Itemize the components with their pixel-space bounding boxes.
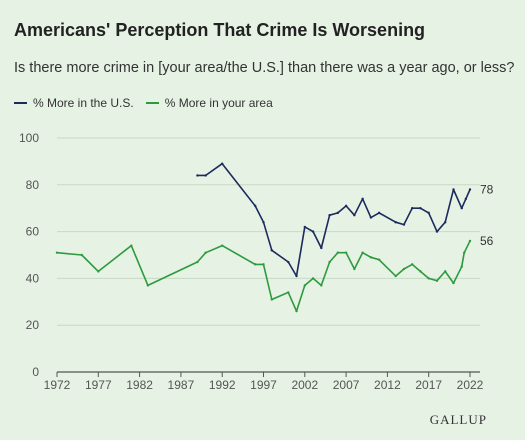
gallup-logo: GALLUP [429,412,487,427]
data-point-1 [452,281,455,285]
data-point-0 [369,216,373,219]
data-point-1 [377,258,381,261]
data-point-1 [353,267,356,271]
label-layer: 0 20 40 60 80 100 1972 1977 1982 1987 1992 1997 2002… [19,131,494,392]
data-point-0 [287,260,290,264]
data-point-0 [444,221,447,224]
y-tick-label: 40 [26,271,40,285]
data-point-0 [452,188,455,191]
data-point-1 [303,284,306,287]
data-point-1 [196,260,199,264]
x-tick-label: 2017 [415,378,442,392]
x-tick-label: 1992 [209,378,236,392]
data-point-0 [336,211,340,215]
data-point-0 [270,249,273,252]
legend-label-area: % More in your area [164,96,273,110]
y-tick-label: 20 [26,318,40,332]
data-point-1 [295,309,298,313]
x-tick-label: 1987 [168,378,195,392]
data-point-1 [146,284,150,287]
data-point-0 [460,207,463,210]
data-point-1 [80,253,83,257]
data-point-1 [254,263,257,266]
data-point-1 [463,251,466,254]
data-point-0 [464,197,468,201]
x-tick-label: 2012 [374,378,401,392]
data-point-0 [377,211,381,215]
data-point-1 [97,270,100,273]
legend-item-area: % More in your area [145,96,273,110]
data-point-1 [262,263,265,266]
y-tick-label: 80 [26,178,40,192]
data-point-0 [311,230,315,233]
data-point-1 [344,251,348,254]
data-point-0 [262,221,265,224]
x-tick-label: 2022 [457,378,484,392]
data-point-1 [130,244,133,247]
data-point-1 [55,251,59,254]
data-point-0 [402,223,406,226]
series-line-0 [196,162,471,277]
data-point-0 [361,197,364,201]
data-point-0 [196,174,199,177]
x-tick-label: 1997 [250,378,277,392]
x-tick-label: 1977 [85,378,112,392]
data-point-1 [311,277,315,280]
data-point-1 [394,274,397,278]
data-point-1 [204,251,207,254]
data-point-0 [344,204,348,208]
data-point-1 [221,244,224,247]
data-point-0 [254,204,257,208]
data-point-0 [394,221,397,224]
data-point-0 [320,246,323,250]
data-point-0 [410,207,414,210]
data-point-1 [361,251,364,254]
data-point-0 [221,162,224,165]
data-point-1 [336,251,340,254]
data-point-1 [435,279,439,282]
data-point-0 [419,207,422,210]
data-point-1 [369,256,373,259]
data-point-0 [435,230,439,233]
chart-title: Americans' Perception That Crime Is Wors… [14,20,426,40]
legend-swatch-us [14,102,27,104]
data-point-0 [427,211,430,215]
data-point-1 [419,270,422,273]
x-tick-label: 2002 [291,378,318,392]
grid-layer [56,137,480,377]
chart-subtitle: Is there more crime in [your area/the U.… [14,60,515,76]
chart-legend: % More in the U.S. % More in your area [14,96,273,110]
data-point-1 [460,265,463,268]
legend-label-us: % More in the U.S. [33,96,134,110]
y-tick-label: 60 [26,225,40,239]
data-point-1 [287,291,290,294]
x-tick-label: 1982 [126,378,153,392]
data-point-1 [402,267,406,271]
series-line-1 [56,240,471,313]
data-point-1 [427,277,430,280]
x-tick-label: 2007 [333,378,360,392]
end-value-label-0: 78 [480,182,494,196]
data-point-0 [468,188,472,191]
x-tick-label: 1972 [44,378,71,392]
y-tick-label: 0 [32,365,39,379]
data-point-0 [328,214,331,217]
data-point-1 [270,298,273,301]
data-point-1 [444,270,447,273]
series-layer [55,162,472,313]
data-point-0 [204,174,207,177]
data-point-0 [295,274,298,278]
legend-item-us: % More in the U.S. [14,96,134,110]
legend-swatch-area [145,102,159,104]
data-point-1 [320,284,323,287]
data-point-0 [353,214,356,217]
data-point-1 [468,239,472,243]
y-tick-label: 100 [19,131,39,145]
data-point-1 [410,263,414,266]
data-point-1 [328,260,331,264]
data-point-0 [303,225,306,229]
end-value-label-1: 56 [480,234,494,248]
